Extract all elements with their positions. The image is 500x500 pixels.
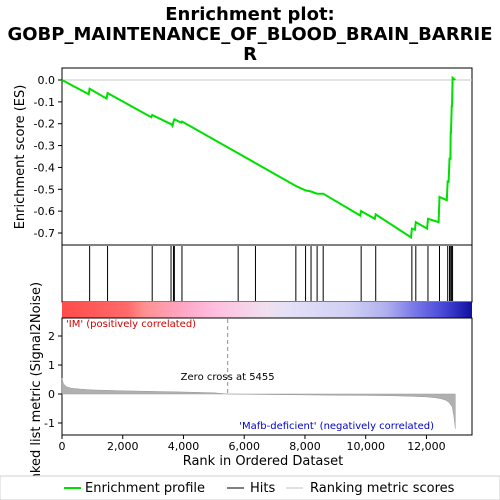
legend-label-metric: Ranking metric scores bbox=[310, 481, 455, 496]
metric-y-ticks: 2 1 0 -1 bbox=[44, 330, 62, 430]
negative-correlation-label: 'Mafb-deficient' (negatively correlated) bbox=[239, 421, 434, 432]
x-axis-label: Rank in Ordered Dataset bbox=[183, 454, 344, 469]
hits-panel-frame bbox=[61, 244, 473, 303]
x-tick-label: 6,000 bbox=[228, 440, 260, 453]
legend: Enrichment profile Hits Ranking metric s… bbox=[0, 475, 500, 500]
es-y-axis-label: Enrichment score (ES) bbox=[13, 85, 28, 230]
chart-title-line1: Enrichment plot: bbox=[165, 4, 335, 25]
legend-label-enrichment: Enrichment profile bbox=[85, 481, 205, 496]
es-y-tick-label: -0.4 bbox=[34, 161, 55, 174]
legend-frame bbox=[0, 475, 500, 500]
metric-y-tick-label: 2 bbox=[48, 330, 55, 343]
x-tick-label: 2,000 bbox=[107, 440, 139, 453]
metric-panel-frame bbox=[61, 317, 473, 436]
es-y-ticks: 0.0 -0.1 -0.2 -0.3 -0.4 -0.5 -0.6 -0.7 bbox=[34, 74, 62, 240]
rank-color-bar bbox=[62, 302, 472, 318]
x-tick-label: 0 bbox=[59, 440, 66, 453]
positive-correlation-label: 'IM' (positively correlated) bbox=[66, 319, 196, 330]
x-tick-label: 12,000 bbox=[407, 440, 446, 453]
zero-cross-label: Zero cross at 5455 bbox=[181, 372, 275, 383]
es-panel: 0.0 -0.1 -0.2 -0.3 -0.4 -0.5 -0.6 -0.7 Enrichme… bbox=[13, 67, 473, 246]
legend-label-hits: Hits bbox=[250, 481, 275, 496]
metric-panel: Zero cross at 5455 'IM' (positively corr… bbox=[29, 282, 473, 498]
metric-y-axis-label: Ranked list metric (Signal2Noise) bbox=[29, 282, 44, 498]
ranking-metric-area bbox=[61, 378, 456, 429]
chart-title-line3: R bbox=[243, 44, 257, 65]
hit-lines bbox=[89, 246, 454, 301]
metric-y-tick-label: 0 bbox=[48, 388, 55, 401]
enrichment-profile-line bbox=[61, 75, 456, 240]
x-tick-label: 4,000 bbox=[168, 440, 200, 453]
x-tick-label: 10,000 bbox=[346, 440, 385, 453]
es-y-tick-label: -0.1 bbox=[34, 96, 55, 109]
es-y-tick-label: 0.0 bbox=[38, 74, 56, 87]
metric-y-tick-label: 1 bbox=[48, 359, 55, 372]
es-y-tick-label: -0.2 bbox=[34, 118, 55, 131]
es-panel-frame bbox=[61, 67, 473, 246]
es-y-tick-label: -0.6 bbox=[34, 205, 55, 218]
es-y-tick-label: -0.7 bbox=[34, 227, 55, 240]
x-ticks: 0 2,000 4,000 6,000 8,000 10,000 12,000 bbox=[59, 435, 446, 453]
hits-panel bbox=[61, 244, 473, 303]
es-y-tick-label: -0.5 bbox=[34, 183, 55, 196]
metric-y-tick-label: -1 bbox=[44, 417, 55, 430]
chart-title-line2: GOBP_MAINTENANCE_OF_BLOOD_BRAIN_BARRIE bbox=[7, 24, 492, 45]
x-tick-label: 8,000 bbox=[289, 440, 321, 453]
es-y-tick-label: -0.3 bbox=[34, 140, 55, 153]
